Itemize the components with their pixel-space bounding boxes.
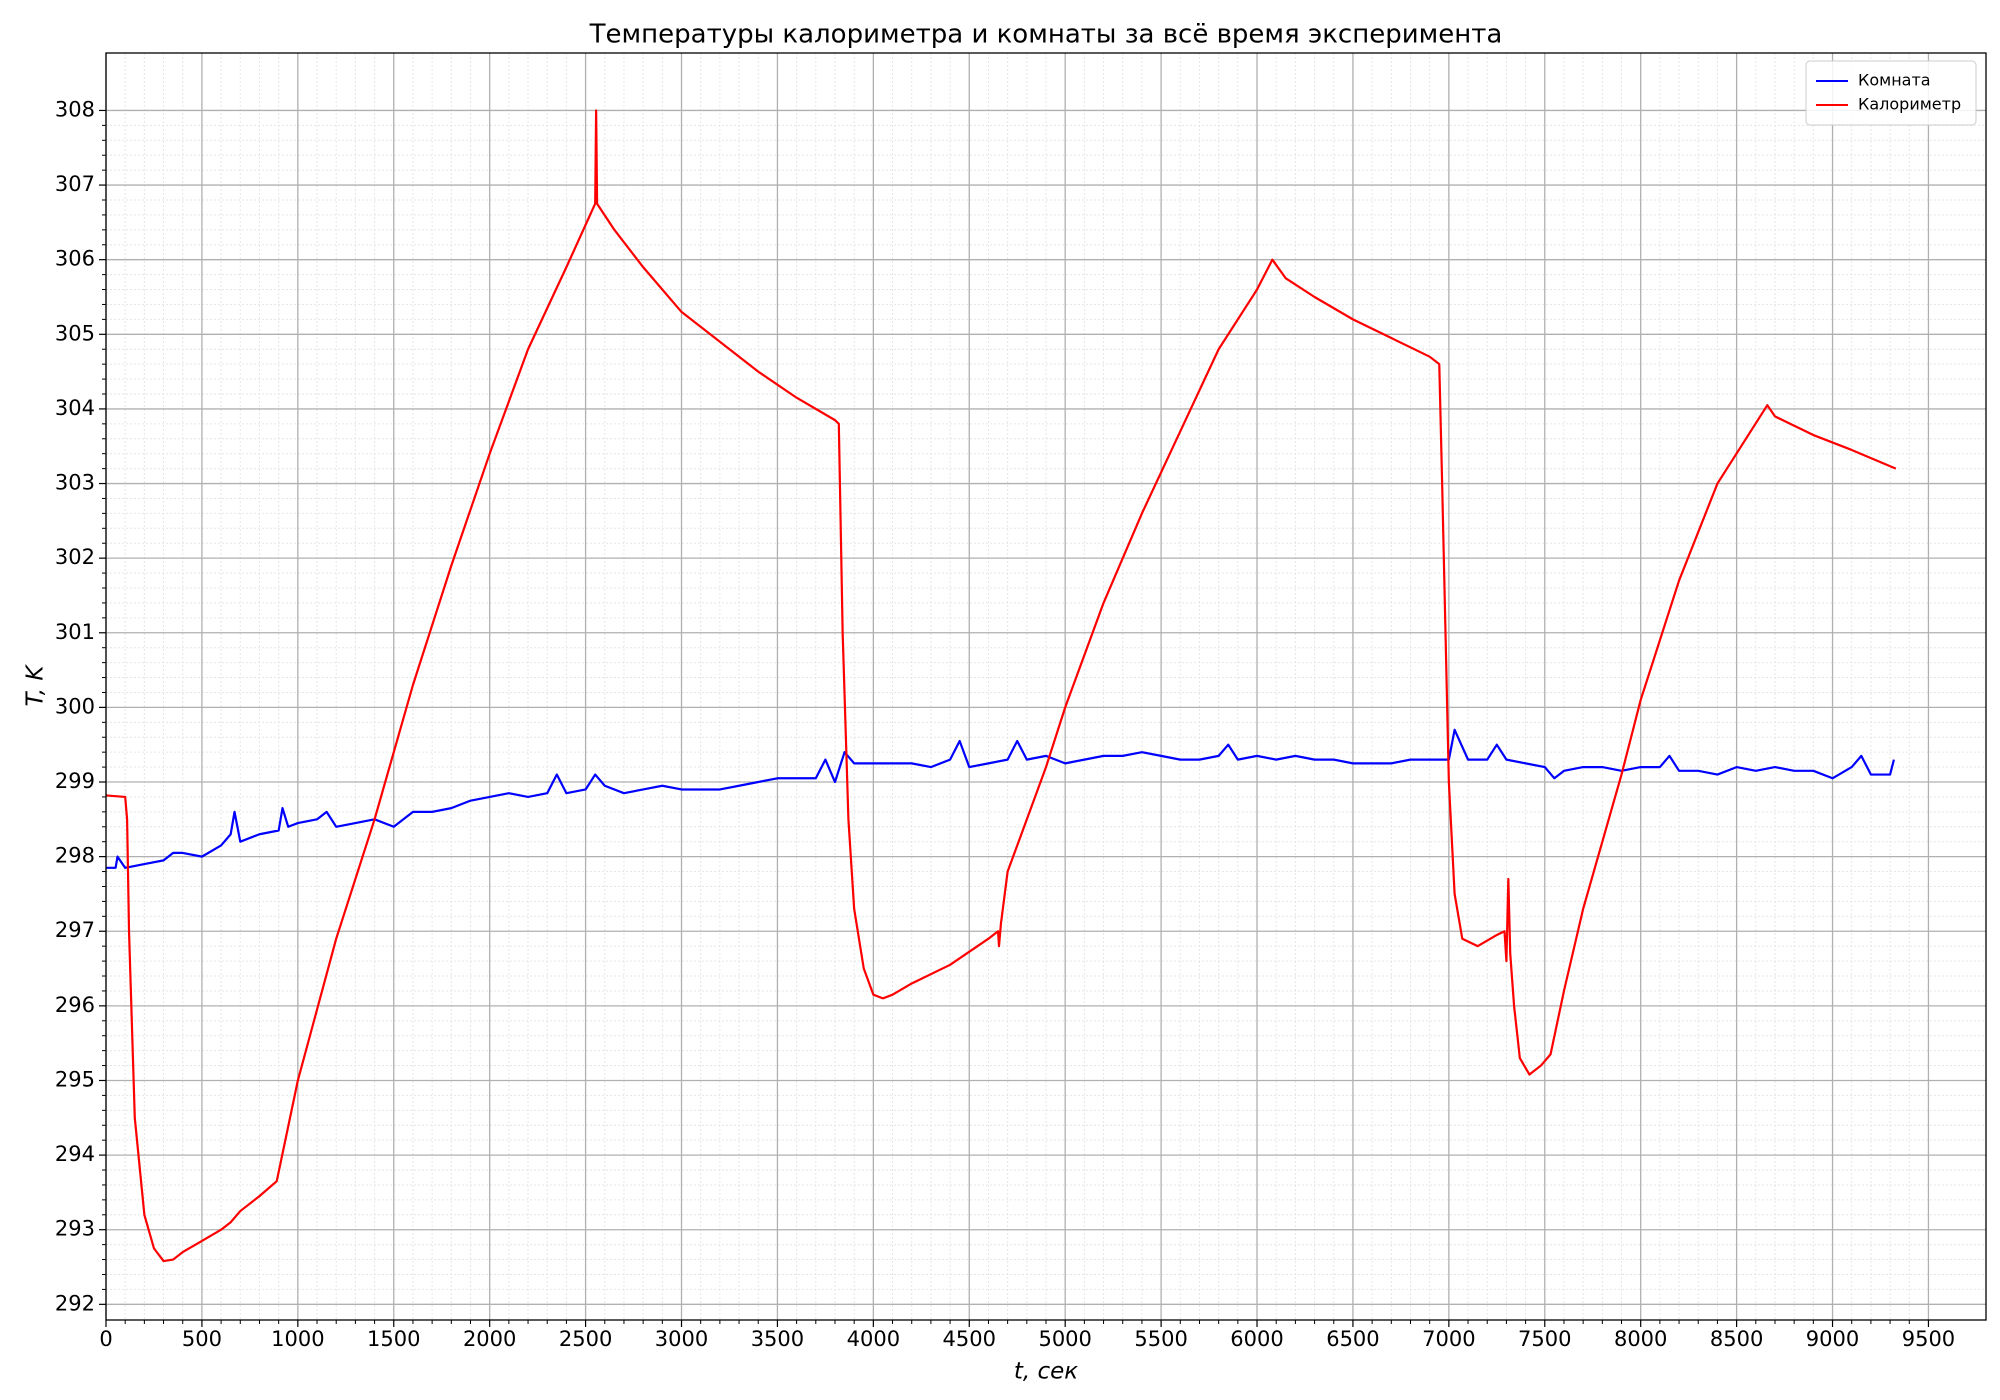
y-tick-label: 294: [55, 1142, 95, 1166]
x-tick-label: 5000: [1038, 1327, 1091, 1351]
x-tick-label: 1500: [367, 1327, 420, 1351]
x-tick-label: 7000: [1422, 1327, 1475, 1351]
plot-frame: [105, 52, 1987, 1321]
y-tick-label: 295: [55, 1067, 95, 1091]
x-tick-label: 3500: [751, 1327, 804, 1351]
legend: Комната Калориметр: [1805, 60, 1977, 126]
legend-box: [1805, 60, 1977, 126]
x-tick-label: 4000: [847, 1327, 900, 1351]
y-tick-label: 302: [55, 545, 95, 569]
x-tick-label: 3000: [655, 1327, 708, 1351]
series-line: [106, 728, 1895, 869]
y-tick-label: 304: [55, 396, 95, 420]
x-tick-label: 5500: [1134, 1327, 1187, 1351]
y-tick-label: 307: [55, 172, 95, 196]
x-tick-label: 0: [99, 1327, 112, 1351]
y-tick-label: 305: [55, 321, 95, 345]
x-tick-label: 9000: [1806, 1327, 1859, 1351]
x-tick-label: 9500: [1902, 1327, 1955, 1351]
y-tick-label: 308: [55, 97, 95, 121]
y-tick-label: 292: [55, 1291, 95, 1315]
x-tick-label: 6000: [1230, 1327, 1283, 1351]
y-tick-label: 303: [55, 471, 95, 495]
x-tick-label: 500: [182, 1327, 222, 1351]
y-tick-label: 306: [55, 247, 95, 271]
x-tick-label: 2500: [559, 1327, 612, 1351]
series-line: [105, 109, 1897, 1263]
x-tick-label: 1000: [271, 1327, 324, 1351]
y-axis-label: T, K: [23, 664, 49, 707]
y-tick-label: 301: [55, 620, 95, 644]
legend-label: Калориметр: [1858, 95, 1961, 114]
y-tick-label: 296: [55, 993, 95, 1017]
y-tick-label: 298: [55, 844, 95, 868]
x-axis-label: t, сек: [1014, 1359, 1078, 1385]
y-tick-label: 293: [55, 1217, 95, 1241]
x-tick-label: 8500: [1710, 1327, 1763, 1351]
x-tick-label: 7500: [1518, 1327, 1571, 1351]
x-tick-label: 6500: [1326, 1327, 1379, 1351]
y-tick-label: 299: [55, 769, 95, 793]
y-tick-label: 297: [55, 918, 95, 942]
x-tick-label: 2000: [463, 1327, 516, 1351]
x-tick-label: 8000: [1614, 1327, 1667, 1351]
y-tick-label: 300: [55, 694, 95, 718]
x-tick-label: 4500: [943, 1327, 996, 1351]
legend-label: Комната: [1858, 71, 1931, 90]
chart-title: Температуры калориметра и комнаты за всё…: [589, 20, 1503, 50]
